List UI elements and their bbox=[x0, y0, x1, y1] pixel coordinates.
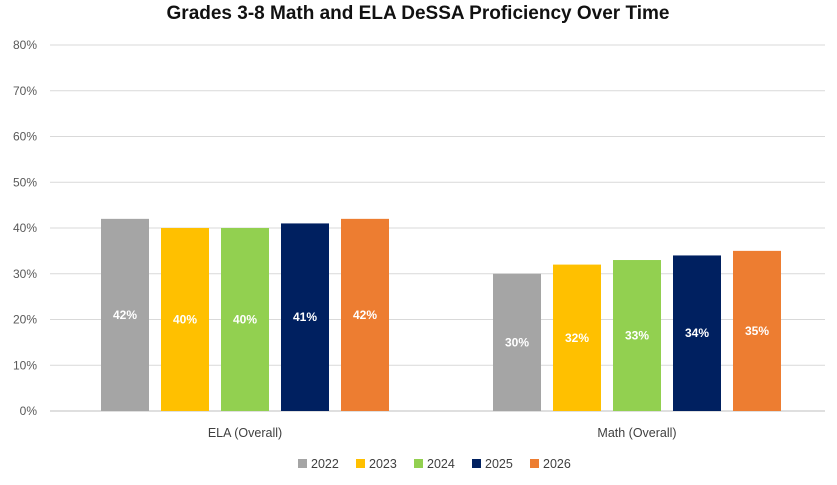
y-tick-label: 50% bbox=[13, 175, 37, 189]
bar-2026 bbox=[341, 218, 389, 411]
data-label: 40% bbox=[233, 313, 257, 327]
legend-label: 2022 bbox=[311, 457, 339, 471]
bar-2026 bbox=[733, 250, 781, 411]
y-tick-label: 40% bbox=[13, 221, 37, 235]
category-label: Math (Overall) bbox=[597, 426, 676, 440]
legend-label: 2025 bbox=[485, 457, 513, 471]
bar-2022 bbox=[101, 218, 149, 411]
chart-title: Grades 3-8 Math and ELA DeSSA Proficienc… bbox=[167, 3, 670, 24]
y-tick-label: 60% bbox=[13, 130, 37, 144]
bar-2023 bbox=[553, 264, 601, 411]
legend-label: 2023 bbox=[369, 457, 397, 471]
data-label: 33% bbox=[625, 329, 649, 343]
y-tick-label: 80% bbox=[13, 38, 37, 52]
data-labels: 42% 40% 40% 41% 42% 30% 32% 33% 34% 35% bbox=[113, 308, 769, 349]
data-label: 42% bbox=[113, 308, 137, 322]
legend: 2022 2023 2024 2025 2026 bbox=[298, 457, 571, 471]
data-label: 30% bbox=[505, 335, 529, 349]
y-tick-label: 0% bbox=[20, 404, 38, 418]
category-label: ELA (Overall) bbox=[208, 426, 282, 440]
legend-label: 2026 bbox=[543, 457, 571, 471]
bar-2024 bbox=[221, 228, 269, 411]
legend-swatch bbox=[414, 459, 423, 468]
data-label: 40% bbox=[173, 313, 197, 327]
legend-swatch bbox=[356, 459, 365, 468]
legend-swatch bbox=[298, 459, 307, 468]
legend-swatch bbox=[530, 459, 539, 468]
y-tick-label: 30% bbox=[13, 267, 37, 281]
legend-label: 2024 bbox=[427, 457, 455, 471]
data-label: 42% bbox=[353, 308, 377, 322]
y-tick-label: 70% bbox=[13, 84, 37, 98]
data-label: 41% bbox=[293, 310, 317, 324]
legend-swatch bbox=[472, 459, 481, 468]
data-label: 34% bbox=[685, 326, 709, 340]
bar-2022 bbox=[493, 273, 541, 411]
bar-2024 bbox=[613, 260, 661, 411]
bar-2025 bbox=[281, 223, 329, 411]
y-tick-label: 20% bbox=[13, 313, 37, 327]
bar-2025 bbox=[673, 255, 721, 411]
bar-2023 bbox=[161, 228, 209, 411]
y-tick-label: 10% bbox=[13, 358, 37, 372]
data-label: 35% bbox=[745, 324, 769, 338]
bars bbox=[101, 218, 781, 411]
y-axis-ticks: 0% 10% 20% 30% 40% 50% 60% 70% 80% bbox=[13, 38, 37, 418]
data-label: 32% bbox=[565, 331, 589, 345]
x-axis-categories: ELA (Overall) Math (Overall) bbox=[208, 426, 677, 440]
